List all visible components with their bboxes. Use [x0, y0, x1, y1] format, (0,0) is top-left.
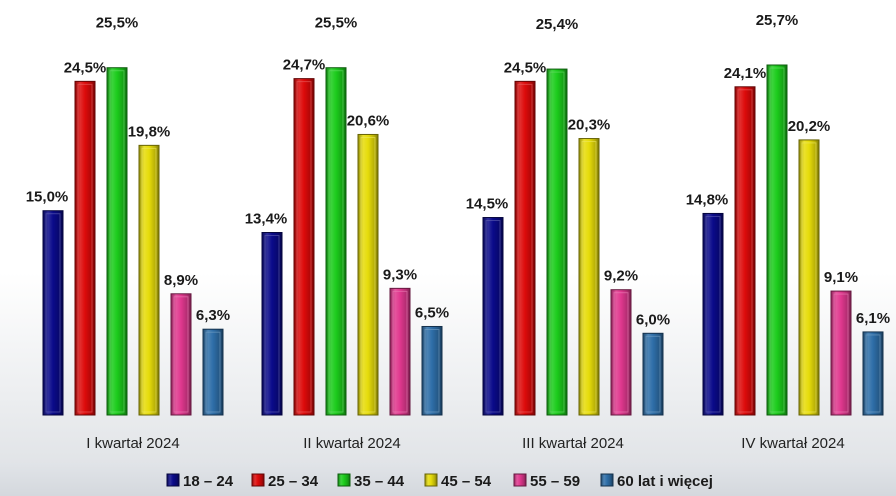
bar-bevel [705, 215, 721, 413]
bar-bevel [865, 334, 881, 413]
data-label: 25,5% [96, 15, 139, 32]
bar [74, 80, 96, 416]
bar [138, 144, 160, 416]
bar-bevel [645, 335, 661, 413]
data-label: 25,4% [536, 16, 579, 33]
bar-bevel [424, 328, 440, 413]
bar [106, 67, 128, 416]
data-label: 15,0% [26, 189, 69, 206]
data-label: 9,3% [383, 266, 417, 283]
data-label: 14,5% [466, 196, 509, 213]
bar-bevel [296, 81, 312, 413]
bar-bevel [328, 70, 344, 413]
bar [389, 287, 411, 416]
bar-bevel [360, 136, 376, 413]
bar-bevel [392, 290, 408, 413]
legend-label: 55 – 59 [530, 473, 580, 490]
data-label: 9,2% [604, 268, 638, 285]
bar-bevel [109, 70, 125, 413]
bar [830, 290, 852, 416]
data-label: 25,7% [756, 12, 799, 29]
bar [798, 139, 820, 416]
legend-background [0, 463, 896, 496]
bar [357, 133, 379, 416]
legend-swatch [337, 473, 351, 487]
bar [766, 64, 788, 416]
data-label: 20,3% [568, 117, 611, 134]
data-label: 20,2% [788, 118, 831, 135]
data-label: 6,1% [856, 310, 890, 327]
legend-label: 60 lat i więcej [617, 473, 713, 490]
bar [325, 67, 347, 416]
data-label: 6,0% [636, 311, 670, 328]
data-labels-layer: 15,0% 24,5% 25,5% 19,8% 8,9% 6,3% 13,4% 24,7% 25… [26, 12, 890, 328]
data-label: 14,8% [686, 191, 729, 208]
data-label: 24,5% [64, 59, 107, 76]
legend-label: 18 – 24 [183, 473, 234, 490]
category-labels-layer: I kwartał 2024 II kwartał 2024 III kwartał… [86, 435, 844, 452]
bar-bevel [77, 83, 93, 413]
bar-bevel [801, 142, 817, 413]
bar [546, 68, 568, 416]
data-label: 8,9% [164, 272, 198, 289]
bar [610, 289, 632, 416]
data-label: 13,4% [245, 211, 288, 228]
bar-bevel [737, 89, 753, 413]
bar-bevel [141, 147, 157, 413]
bar-bevel [485, 220, 501, 413]
bar [734, 86, 756, 416]
category-label: I kwartał 2024 [86, 435, 179, 452]
bar [862, 331, 884, 416]
bar-bevel [205, 331, 221, 413]
bar-bevel [769, 67, 785, 413]
bar-bevel [173, 296, 189, 413]
bar [202, 328, 224, 416]
bar-bevel [264, 235, 280, 413]
bar [482, 217, 504, 416]
legend-swatch [424, 473, 438, 487]
legend-swatch [166, 473, 180, 487]
bar [702, 212, 724, 416]
legend-label: 35 – 44 [354, 473, 405, 490]
legend-swatch [251, 473, 265, 487]
data-label: 19,8% [128, 123, 171, 140]
bars-layer [42, 64, 884, 416]
bar-bevel [581, 141, 597, 413]
legend-swatch [513, 473, 527, 487]
bar-bevel [517, 83, 533, 413]
category-label: IV kwartał 2024 [741, 435, 844, 452]
bar [421, 325, 443, 416]
bar-bevel [833, 293, 849, 413]
legend-label: 25 – 34 [268, 473, 319, 490]
bar [170, 293, 192, 416]
category-label: III kwartał 2024 [522, 435, 624, 452]
bar-bevel [613, 292, 629, 413]
data-label: 24,5% [504, 59, 547, 76]
bar [514, 80, 536, 416]
bar [642, 332, 664, 416]
legend-label: 45 – 54 [441, 473, 492, 490]
data-label: 9,1% [824, 269, 858, 286]
bar-bevel [45, 213, 61, 413]
data-label: 24,7% [283, 57, 326, 74]
legend-swatch [600, 473, 614, 487]
data-label: 25,5% [315, 15, 358, 32]
data-label: 6,3% [196, 307, 230, 324]
bar [42, 210, 64, 416]
bar [578, 138, 600, 416]
bar [293, 78, 315, 416]
data-label: 20,6% [347, 112, 390, 129]
bar-bevel [549, 71, 565, 413]
category-label: II kwartał 2024 [303, 435, 401, 452]
data-label: 6,5% [415, 304, 449, 321]
bar [261, 232, 283, 416]
data-label: 24,1% [724, 65, 767, 82]
legend: 18 – 24 25 – 34 35 – 44 45 – 54 55 – 59 60 la… [0, 463, 896, 496]
